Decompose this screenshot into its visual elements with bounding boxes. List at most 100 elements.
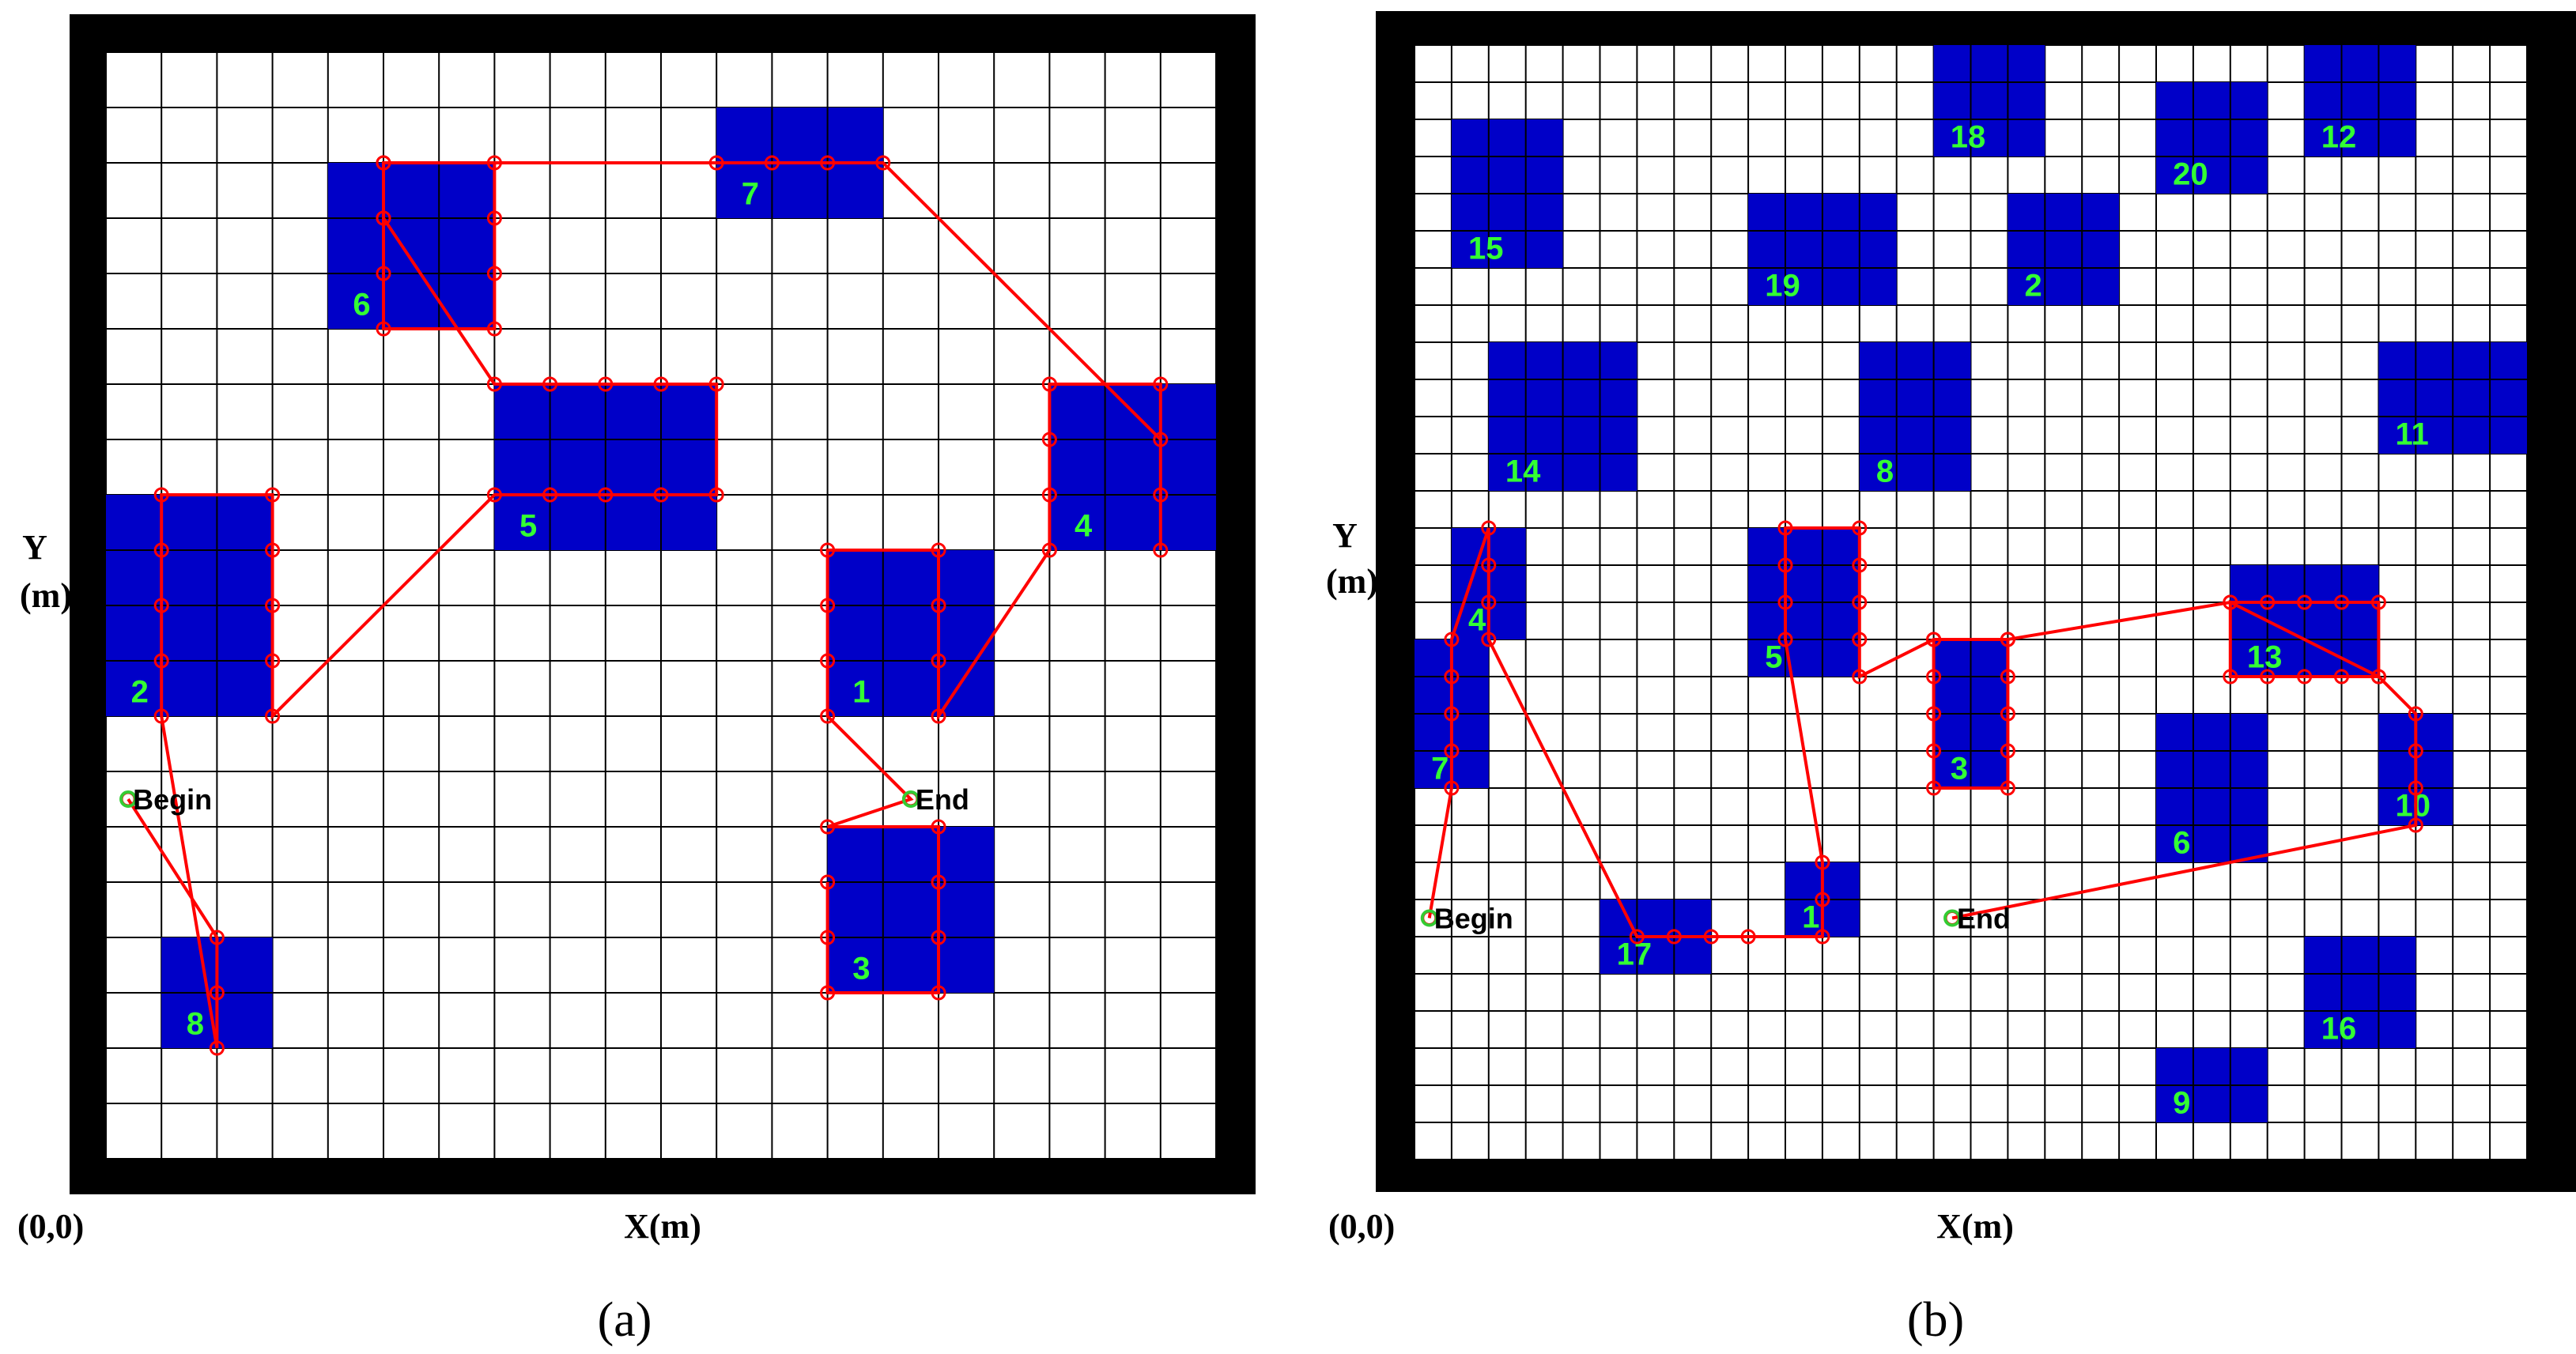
waypoint [931,542,946,558]
waypoint [153,653,169,669]
waypoint [1926,780,1942,796]
waypoint [1153,432,1169,447]
obstacle-label-5: 5 [1765,639,1782,674]
x-label-b: X(m) [1936,1207,2014,1246]
waypoint [931,819,946,835]
waypoint [1740,929,1756,945]
obstacle-label-4: 4 [1075,509,1093,544]
path-line [1427,526,2418,938]
waypoint [2297,669,2313,685]
marker-end-point [901,790,920,808]
waypoint [2334,594,2349,610]
waypoint [931,930,946,945]
waypoint [598,376,614,392]
waypoint [2334,669,2349,685]
waypoint [820,708,836,724]
obstacle-label-2: 2 [2025,268,2042,303]
obstacle-18 [1933,45,2045,157]
obstacle-label-5: 5 [519,509,537,544]
panel-a: 1 2 3 4 5 6 7 8 Begin End Y (m) (0,0) X(m) (a) [17,14,1256,1347]
obstacle-label-6: 6 [353,288,370,322]
waypoint [1444,706,1460,722]
obstacle-label-1: 1 [1802,900,1819,934]
waypoint [1041,376,1057,392]
waypoint [1852,669,1868,685]
path-a [120,155,1169,1056]
obstacle-label-11: 11 [2396,417,2429,451]
marker-begin-label: Begin [1434,903,1513,935]
waypoint [1703,929,1719,945]
waypoint [1926,743,1942,759]
waypoint [764,155,780,171]
waypoint [931,598,946,613]
waypoint [153,487,169,503]
waypoint [1153,376,1169,392]
waypoint [153,708,169,724]
obstacle-label-16: 16 [2321,1011,2357,1046]
waypoint [1041,432,1057,447]
caption-b: (b) [1907,1293,1964,1347]
markers-b: Begin End [1420,903,2011,935]
obstacle-label-7: 7 [742,177,759,212]
waypoint [1481,557,1497,573]
waypoint [1852,557,1868,573]
waypoint [931,708,946,724]
obstacle-6 [327,163,495,329]
obstacle-label-1: 1 [852,675,870,710]
waypoint [376,155,391,171]
waypoint [2000,706,2015,722]
waypoint [542,487,558,503]
waypoint [1481,594,1497,610]
marker-begin-label: Begin [133,783,212,816]
waypoint [1444,780,1460,796]
waypoint [1852,594,1868,610]
waypoint [2000,743,2015,759]
waypoint [1444,669,1460,685]
markers-a: Begin End [119,783,969,816]
waypoint [1777,520,1793,536]
obstacle-label-3: 3 [852,952,870,986]
waypoint [1926,669,1942,685]
marker-end-label: End [1957,903,2011,935]
waypoint [2223,594,2238,610]
waypoint [2260,594,2276,610]
waypoint [486,487,502,503]
waypoint [820,598,836,613]
waypoint [1666,929,1682,945]
waypoint [153,598,169,613]
waypoint [1815,892,1830,907]
waypoint [708,487,724,503]
obstacle-1 [827,550,995,716]
waypoint [1481,632,1497,647]
waypoint [1444,743,1460,759]
obstacle-label-12: 12 [2321,119,2357,154]
y-label-a-line2: (m) [20,576,72,615]
waypoint [486,210,502,226]
waypoint [265,653,281,669]
waypoint [598,487,614,503]
obstacle-label-2: 2 [131,675,149,710]
marker-begin-point [119,790,138,808]
waypoint [1926,706,1942,722]
waypoint [820,874,836,890]
waypoint [820,985,836,1001]
waypoint [209,1040,225,1056]
obstacle-label-4: 4 [1468,602,1486,637]
waypoint [2223,669,2238,685]
waypoint [931,653,946,669]
waypoint [708,155,724,171]
obstacle-label-18: 18 [1951,119,1986,154]
waypoint [820,819,836,835]
waypoint [1041,487,1057,503]
waypoint [2297,594,2313,610]
waypoint [2000,632,2015,647]
obstacle-label-3: 3 [1951,751,1968,786]
waypoint [875,155,891,171]
waypoint [653,487,669,503]
path-b [1422,520,2423,945]
waypoint [1629,929,1645,945]
waypoint [376,210,391,226]
waypoint [1926,632,1942,647]
waypoint [820,653,836,669]
